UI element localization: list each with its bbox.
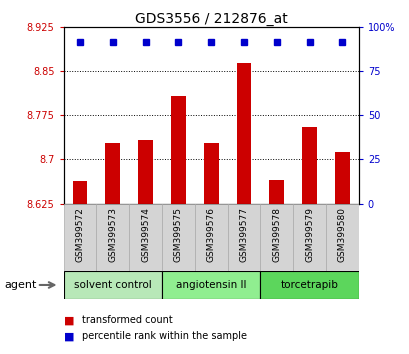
- Bar: [260, 271, 358, 299]
- Bar: [227, 204, 260, 271]
- Text: agent: agent: [4, 280, 36, 290]
- Bar: [162, 271, 260, 299]
- Text: ■: ■: [63, 315, 74, 325]
- Bar: [260, 204, 292, 271]
- Bar: [72, 181, 87, 204]
- Bar: [162, 204, 194, 271]
- Title: GDS3556 / 212876_at: GDS3556 / 212876_at: [135, 12, 287, 25]
- Bar: [269, 180, 283, 204]
- Bar: [96, 204, 129, 271]
- Bar: [194, 204, 227, 271]
- Text: transformed count: transformed count: [82, 315, 172, 325]
- Bar: [129, 204, 162, 271]
- Bar: [325, 204, 358, 271]
- Bar: [301, 127, 316, 204]
- Text: percentile rank within the sample: percentile rank within the sample: [82, 331, 246, 341]
- Text: GSM399573: GSM399573: [108, 207, 117, 262]
- Text: solvent control: solvent control: [74, 280, 151, 290]
- Text: GSM399575: GSM399575: [173, 207, 182, 262]
- Text: GSM399579: GSM399579: [304, 207, 313, 262]
- Bar: [334, 152, 349, 204]
- Text: GSM399574: GSM399574: [141, 207, 150, 262]
- Text: GSM399580: GSM399580: [337, 207, 346, 262]
- Text: GSM399576: GSM399576: [206, 207, 215, 262]
- Bar: [171, 96, 185, 204]
- Text: ■: ■: [63, 331, 74, 341]
- Bar: [236, 63, 251, 204]
- Bar: [203, 143, 218, 204]
- Bar: [292, 204, 325, 271]
- Bar: [63, 204, 96, 271]
- Bar: [138, 140, 153, 204]
- Text: torcetrapib: torcetrapib: [280, 280, 338, 290]
- Text: GSM399578: GSM399578: [272, 207, 281, 262]
- Text: GSM399577: GSM399577: [239, 207, 248, 262]
- Text: GSM399572: GSM399572: [75, 207, 84, 262]
- Bar: [63, 271, 162, 299]
- Bar: [105, 143, 120, 204]
- Text: angiotensin II: angiotensin II: [175, 280, 246, 290]
